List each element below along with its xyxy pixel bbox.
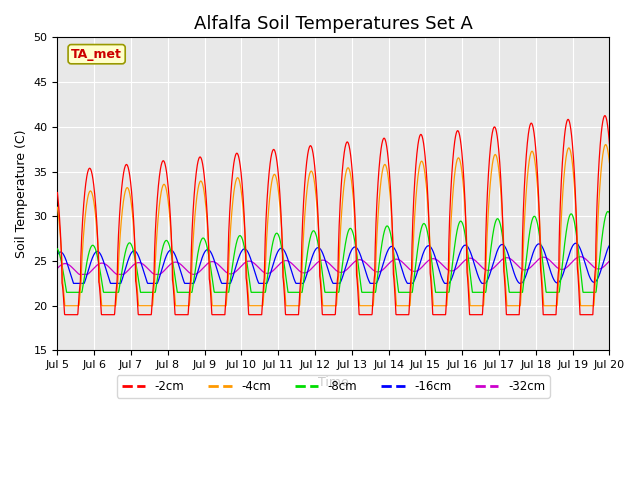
Legend: -2cm, -4cm, -8cm, -16cm, -32cm: -2cm, -4cm, -8cm, -16cm, -32cm bbox=[117, 375, 550, 398]
Y-axis label: Soil Temperature (C): Soil Temperature (C) bbox=[15, 130, 28, 258]
Text: TA_met: TA_met bbox=[71, 48, 122, 60]
X-axis label: Time: Time bbox=[318, 376, 349, 389]
Title: Alfalfa Soil Temperatures Set A: Alfalfa Soil Temperatures Set A bbox=[194, 15, 473, 33]
